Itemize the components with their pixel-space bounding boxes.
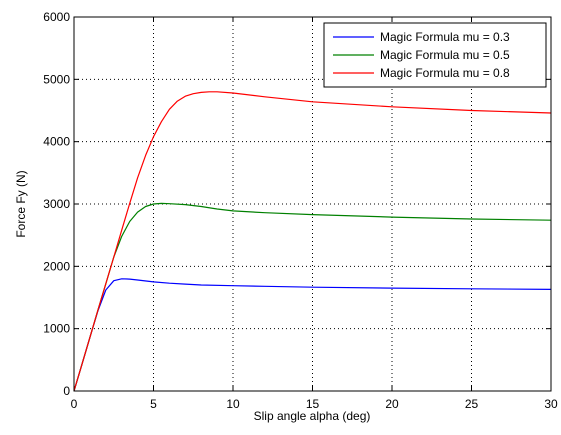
legend: Magic Formula mu = 0.3 Magic Formula mu =…	[323, 22, 547, 88]
legend-label-2: Magic Formula mu = 0.5	[380, 48, 510, 62]
y-tick-label: 3000	[43, 197, 70, 211]
y-tick-label: 1000	[43, 322, 70, 336]
x-tick-label: 30	[544, 397, 558, 411]
x-tick-label: 5	[150, 397, 157, 411]
legend-label-1: Magic Formula mu = 0.3	[380, 30, 510, 44]
y-tick-label: 2000	[43, 259, 70, 273]
y-tick-label: 0	[63, 384, 70, 398]
y-tick-label: 6000	[43, 10, 70, 24]
legend-label-3: Magic Formula mu = 0.8	[380, 66, 510, 80]
x-tick-label: 15	[306, 397, 320, 411]
x-tick-label: 10	[226, 397, 240, 411]
x-tick-label: 20	[385, 397, 399, 411]
x-tick-label: 25	[465, 397, 479, 411]
y-tick-label: 5000	[43, 72, 70, 86]
series-group	[73, 91, 552, 392]
series-line-3	[73, 91, 552, 392]
y-axis-label: Force Fy (N)	[14, 170, 28, 237]
y-tick-label: 4000	[43, 135, 70, 149]
x-axis-label: Slip angle alpha (deg)	[254, 409, 371, 423]
x-tick-label: 0	[71, 397, 78, 411]
ticks: 0 5 10 15 20 25 30 0 1000 2000 3000 4000 5000 6000	[43, 10, 558, 411]
